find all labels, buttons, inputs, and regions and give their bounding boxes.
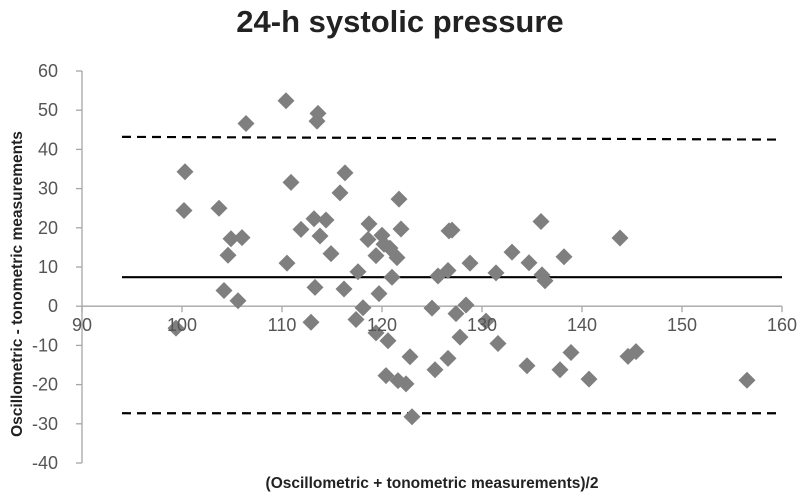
data-point bbox=[233, 229, 251, 247]
data-points bbox=[167, 92, 756, 426]
data-point bbox=[392, 220, 410, 238]
data-point bbox=[317, 211, 335, 229]
x-tick-label: 90 bbox=[72, 315, 92, 335]
data-point bbox=[423, 299, 441, 317]
x-tick-label: 120 bbox=[367, 315, 397, 335]
data-point bbox=[532, 213, 550, 231]
data-point bbox=[359, 231, 377, 249]
x-axis-title: (Oscillometric + tonometric measurements… bbox=[266, 475, 599, 492]
data-point bbox=[278, 254, 296, 272]
y-tick-label: 10 bbox=[38, 257, 58, 277]
data-point bbox=[175, 202, 193, 220]
data-point bbox=[237, 115, 255, 133]
data-point bbox=[219, 246, 237, 264]
data-point bbox=[308, 112, 326, 130]
data-point bbox=[627, 343, 645, 361]
data-point bbox=[311, 227, 329, 245]
y-tick-label: 20 bbox=[38, 218, 58, 238]
data-point bbox=[277, 92, 295, 110]
x-tick-label: 110 bbox=[268, 315, 297, 335]
data-point bbox=[292, 220, 310, 238]
data-point bbox=[555, 248, 573, 266]
data-point bbox=[347, 311, 365, 329]
data-point bbox=[503, 243, 521, 261]
y-tick-labels: -40 -30 -20 -10 0 10 20 30 40 50 60 bbox=[32, 61, 58, 473]
data-point bbox=[367, 247, 385, 265]
data-point bbox=[580, 370, 598, 388]
data-point bbox=[401, 348, 419, 366]
data-point bbox=[222, 230, 240, 248]
data-point bbox=[520, 254, 538, 272]
x-tick-label: 150 bbox=[667, 315, 697, 335]
data-point bbox=[551, 361, 569, 379]
y-axis-title: Oscillometric - tonometric measurements bbox=[9, 131, 26, 437]
data-point bbox=[349, 263, 367, 281]
data-point bbox=[390, 190, 408, 208]
data-point bbox=[176, 163, 194, 181]
data-point bbox=[335, 280, 353, 298]
x-tick-label: 130 bbox=[467, 315, 497, 335]
y-tick-label: -30 bbox=[32, 414, 58, 434]
data-point bbox=[305, 210, 323, 228]
y-tick-label: -10 bbox=[32, 335, 58, 355]
y-tick-label: 50 bbox=[38, 100, 58, 120]
x-tick-label: 100 bbox=[167, 315, 197, 335]
x-tick-label: 160 bbox=[767, 315, 797, 335]
data-point bbox=[397, 375, 415, 393]
data-point bbox=[426, 361, 444, 379]
data-point bbox=[477, 312, 495, 330]
data-point bbox=[536, 272, 554, 290]
data-point bbox=[461, 254, 479, 272]
reference-lines bbox=[121, 135, 783, 415]
data-point bbox=[439, 349, 457, 367]
data-point bbox=[447, 305, 465, 323]
data-point bbox=[738, 371, 756, 389]
y-tick-label: -40 bbox=[32, 453, 58, 473]
data-point bbox=[336, 164, 354, 182]
data-point bbox=[167, 319, 185, 337]
data-point bbox=[611, 229, 629, 247]
data-point bbox=[451, 328, 469, 346]
data-point bbox=[229, 292, 247, 310]
data-point bbox=[282, 173, 300, 191]
data-point bbox=[562, 343, 580, 361]
chart-title: 24-h systolic pressure bbox=[236, 4, 564, 39]
data-point bbox=[322, 245, 340, 263]
y-tick-label: 60 bbox=[38, 61, 58, 81]
data-point bbox=[302, 313, 320, 331]
data-point bbox=[439, 262, 457, 280]
axes bbox=[76, 70, 783, 464]
limit-of-agreement-line bbox=[121, 135, 783, 141]
data-point bbox=[354, 299, 372, 317]
y-tick-label: -20 bbox=[32, 375, 58, 395]
data-point bbox=[331, 184, 349, 202]
data-point bbox=[360, 215, 378, 233]
data-point bbox=[443, 221, 461, 239]
x-tick-labels: 90 100 110 120 130 140 150 160 bbox=[72, 315, 797, 335]
data-point bbox=[306, 278, 324, 296]
data-point bbox=[457, 296, 475, 314]
data-point bbox=[388, 249, 406, 267]
y-tick-label: 30 bbox=[38, 179, 58, 199]
data-point bbox=[367, 324, 385, 342]
data-point bbox=[403, 408, 421, 426]
data-point bbox=[518, 357, 536, 375]
data-point bbox=[210, 199, 228, 217]
y-tick-label: 0 bbox=[48, 296, 58, 316]
data-point bbox=[377, 367, 395, 385]
data-point bbox=[489, 334, 507, 352]
data-point bbox=[215, 282, 233, 300]
y-tick-label: 40 bbox=[38, 139, 58, 159]
x-tick-label: 140 bbox=[567, 315, 597, 335]
data-point bbox=[487, 264, 505, 282]
data-point bbox=[379, 332, 397, 350]
data-point bbox=[370, 285, 388, 303]
data-point bbox=[383, 268, 401, 286]
